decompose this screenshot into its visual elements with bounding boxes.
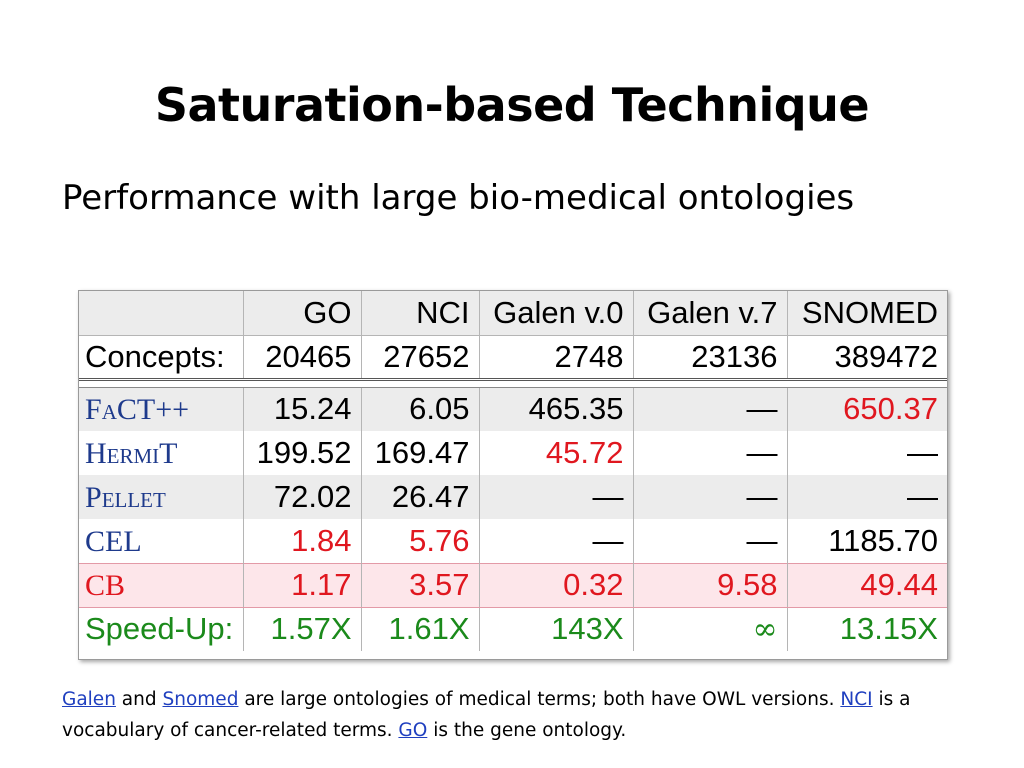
galen-link[interactable]: Galen xyxy=(62,689,116,710)
header-snomed: SNOMED xyxy=(786,291,947,336)
reasoner-label: Pellet xyxy=(79,475,243,519)
table-cell: — xyxy=(478,519,633,563)
table-row-cel: CEL 1.84 5.76 — — 1185.70 xyxy=(79,519,947,563)
concepts-label: Concepts: xyxy=(79,335,243,379)
table-row-pellet: Pellet 72.02 26.47 — — — xyxy=(79,475,947,519)
go-link[interactable]: GO xyxy=(398,720,428,741)
speedup-value: 1.61X xyxy=(360,607,479,651)
header-galen-v0: Galen v.0 xyxy=(478,291,633,336)
header-nci: NCI xyxy=(360,291,479,336)
table-cell: 6.05 xyxy=(360,387,479,431)
speedup-value: 13.15X xyxy=(786,607,947,651)
performance-table: GO NCI Galen v.0 Galen v.7 SNOMED Concep… xyxy=(78,290,948,660)
reasoner-label: CB xyxy=(79,562,243,608)
table-cell: 15.24 xyxy=(242,387,361,431)
table-row-speedup: Speed-Up: 1.57X 1.61X 143X ∞ 13.15X xyxy=(79,607,947,651)
table-row-hermit: HermiT 199.52 169.47 45.72 — — xyxy=(79,431,947,475)
header-go: GO xyxy=(242,291,361,336)
reasoner-label: FaCT++ xyxy=(79,387,243,431)
reasoner-name-fact: FaCT++ xyxy=(85,393,190,427)
table-cell: — xyxy=(632,387,787,431)
table-cell: 169.47 xyxy=(360,431,479,475)
concepts-value: 389472 xyxy=(786,335,947,379)
table-cell: 1.84 xyxy=(242,519,361,563)
table-cell: — xyxy=(786,431,947,475)
reasoner-label: CEL xyxy=(79,519,243,563)
concepts-row: Concepts: 20465 27652 2748 23136 389472 xyxy=(79,335,947,379)
caption-text: are large ontologies of medical terms; b… xyxy=(238,689,841,710)
table-cell: — xyxy=(632,519,787,563)
table-cell: 465.35 xyxy=(478,387,633,431)
caption-text: and xyxy=(115,689,163,710)
speedup-value: 143X xyxy=(478,607,633,651)
table-separator xyxy=(79,377,947,388)
concepts-value: 20465 xyxy=(242,335,361,379)
table-cell: — xyxy=(478,475,633,519)
table-cell: 26.47 xyxy=(360,475,479,519)
concepts-value: 23136 xyxy=(632,335,787,379)
caption-text: is a vocabulary of cancer-related terms. xyxy=(62,689,911,741)
table-cell: — xyxy=(786,475,947,519)
table-header-row: GO NCI Galen v.0 Galen v.7 SNOMED xyxy=(79,291,947,336)
table-cell: 9.58 xyxy=(632,562,787,608)
table-cell: 1185.70 xyxy=(786,519,947,563)
table-cell: 5.76 xyxy=(360,519,479,563)
table-cell: 1.17 xyxy=(242,562,361,608)
table-cell: — xyxy=(632,475,787,519)
caption: Galen and Snomed are large ontologies of… xyxy=(62,684,1002,746)
table-row-cb: CB 1.17 3.57 0.32 9.58 49.44 xyxy=(79,562,947,608)
concepts-value: 27652 xyxy=(360,335,479,379)
reasoner-label: HermiT xyxy=(79,431,243,475)
table-cell: 49.44 xyxy=(786,562,947,608)
reasoner-name-cb: CB xyxy=(85,569,126,602)
table-cell: 3.57 xyxy=(360,562,479,608)
speedup-value-infinity: ∞ xyxy=(632,607,787,651)
table-cell: 199.52 xyxy=(242,431,361,475)
reasoner-name-cel: CEL xyxy=(85,524,142,558)
snomed-link[interactable]: Snomed xyxy=(162,689,239,710)
caption-text: is the gene ontology. xyxy=(427,720,627,741)
nci-link[interactable]: NCI xyxy=(840,689,873,710)
table-cell: 45.72 xyxy=(478,431,633,475)
header-galen-v7: Galen v.7 xyxy=(632,291,787,336)
table-cell: 0.32 xyxy=(478,562,633,608)
reasoner-name-pellet: Pellet xyxy=(85,481,166,514)
table-cell: 72.02 xyxy=(242,475,361,519)
table-row-fact: FaCT++ 15.24 6.05 465.35 — 650.37 xyxy=(79,387,947,431)
table-cell: 650.37 xyxy=(786,387,947,431)
header-empty xyxy=(79,291,243,336)
speedup-value: 1.57X xyxy=(242,607,361,651)
reasoner-name-hermit: HermiT xyxy=(85,437,178,470)
table-cell: — xyxy=(632,431,787,475)
slide-subtitle: Performance with large bio-medical ontol… xyxy=(62,178,855,218)
concepts-value: 2748 xyxy=(478,335,633,379)
speedup-label: Speed-Up: xyxy=(79,607,243,651)
slide-title: Saturation-based Technique xyxy=(154,78,870,132)
